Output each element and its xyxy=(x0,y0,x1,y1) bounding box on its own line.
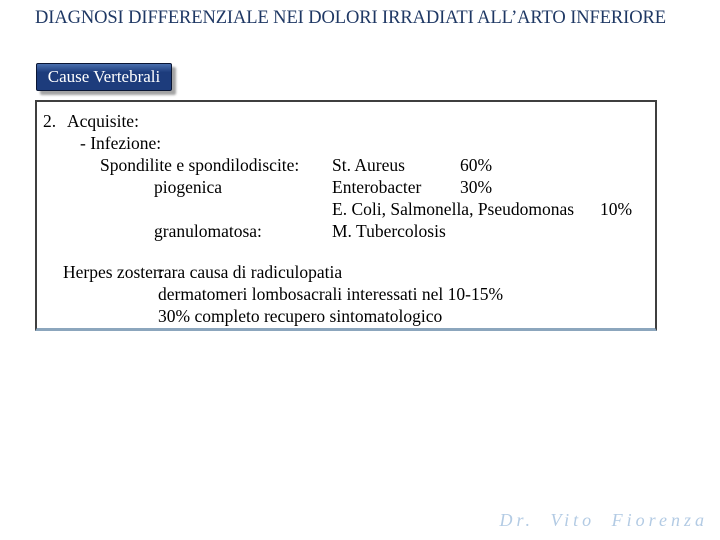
table-row: Spondilite e spondilodiscite: St. Aureus… xyxy=(37,155,655,177)
infezione-label: - Infezione: xyxy=(80,133,162,153)
list-item-label: Acquisite: xyxy=(67,111,139,131)
line-herpes-zoster: Herpes zoster: rara causa di radiculopat… xyxy=(37,262,655,284)
organism-m-tubercolosis: M. Tubercolosis xyxy=(332,221,446,241)
herpes-zoster-detail-3: 30% completo recupero sintomatologico xyxy=(158,306,443,326)
pct-enterobacter: 30% xyxy=(460,177,493,197)
pct-ecoli-salmonella-pseudomonas: 10% xyxy=(600,199,633,219)
page-title: DIAGNOSI DIFFERENZIALE NEI DOLORI IRRADI… xyxy=(35,8,666,28)
table-row: E. Coli, Salmonella, Pseudomonas 10% xyxy=(37,199,655,221)
table-row: piogenica Enterobacter 30% xyxy=(37,177,655,199)
organism-st-aureus: St. Aureus xyxy=(332,155,405,175)
cause-vertebrali-button[interactable]: Cause Vertebrali xyxy=(36,63,172,91)
organism-ecoli-salmonella-pseudomonas: E. Coli, Salmonella, Pseudomonas xyxy=(332,199,575,219)
line-infezione: - Infezione: xyxy=(37,133,655,155)
cause-vertebrali-button-label: Cause Vertebrali xyxy=(47,67,161,86)
organism-enterobacter: Enterobacter xyxy=(332,177,422,197)
herpes-zoster-detail-2: dermatomeri lombosacrali interessati nel… xyxy=(158,284,504,304)
line-acquisite: 2. Acquisite: xyxy=(37,111,655,133)
line-herpes-detail: 30% completo recupero sintomatologico xyxy=(37,306,655,328)
herpes-zoster-label: Herpes zoster: xyxy=(63,262,164,282)
condition-spondilite-label: Spondilite e spondilodiscite: xyxy=(100,155,300,175)
pct-st-aureus: 60% xyxy=(460,155,493,175)
table-row: granulomatosa: M. Tubercolosis xyxy=(37,221,655,243)
content-box-body: 2. Acquisite: - Infezione: Spondilite e … xyxy=(37,102,655,328)
content-box: 2. Acquisite: - Infezione: Spondilite e … xyxy=(35,100,657,331)
author-credit: Dr. Vito Fiorenza xyxy=(499,510,708,530)
herpes-zoster-detail-1: rara causa di radiculopatia xyxy=(158,262,343,282)
condition-granulomatosa-label: granulomatosa: xyxy=(154,221,262,241)
list-item-number: 2. xyxy=(43,111,57,131)
condition-piogenica-label: piogenica xyxy=(154,177,223,197)
line-herpes-detail: dermatomeri lombosacrali interessati nel… xyxy=(37,284,655,306)
